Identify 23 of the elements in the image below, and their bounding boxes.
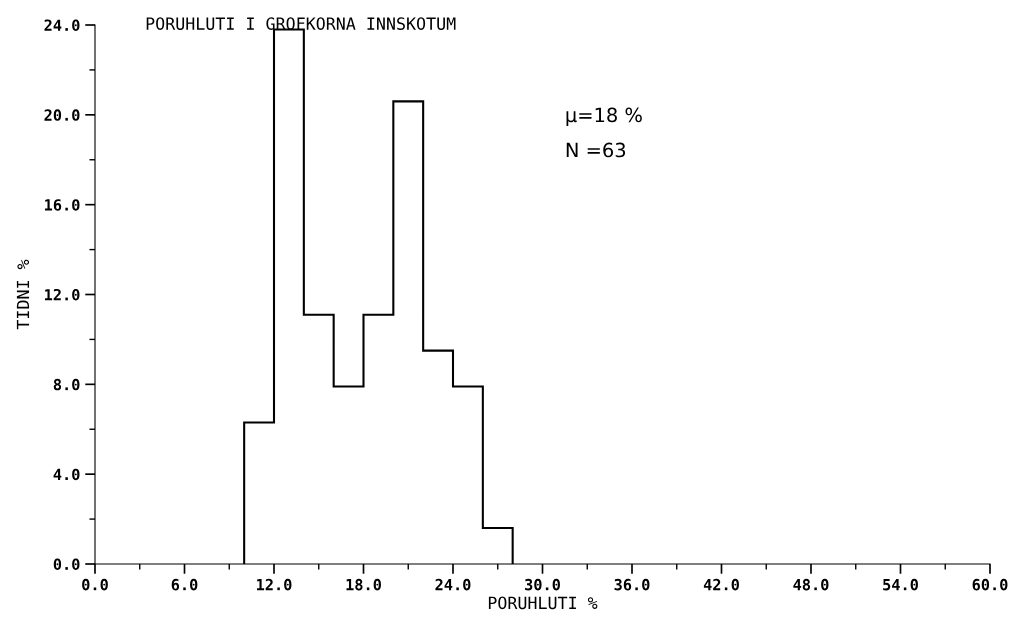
y-tick-label: 12.0 [45, 288, 80, 301]
x-tick-label: 0.0 [82, 578, 108, 591]
y-tick-label: 4.0 [53, 468, 80, 481]
y-tick-label: 20.0 [44, 109, 80, 121]
y-tick-label: 16.0 [45, 199, 80, 211]
y-axis-title: TIDNI % [16, 259, 30, 330]
y-tick-label: 8.0 [53, 378, 80, 391]
annotation: N =63 [566, 142, 626, 158]
x-tick-label: 48.0 [793, 578, 829, 591]
x-tick-label: 18.0 [346, 578, 381, 591]
x-tick-label: 42.0 [703, 578, 739, 591]
y-tick-label: 24.0 [44, 19, 80, 32]
x-tick-label: 24.0 [435, 578, 471, 591]
x-tick-label: 54.0 [883, 578, 918, 591]
chart-title: PORUHLUTI I GROFKORNA INNSKOTUM [146, 17, 456, 30]
x-tick-label: 12.0 [257, 578, 292, 591]
x-tick-label: 6.0 [171, 578, 198, 591]
annotation: μ=18 % [566, 107, 642, 127]
x-tick-label: 30.0 [525, 578, 560, 591]
y-tick-label: 0.0 [53, 558, 80, 571]
x-axis-title: PORUHLUTI % [488, 596, 598, 610]
x-tick-label: 36.0 [614, 578, 650, 591]
x-tick-label: 60.0 [972, 578, 1008, 591]
